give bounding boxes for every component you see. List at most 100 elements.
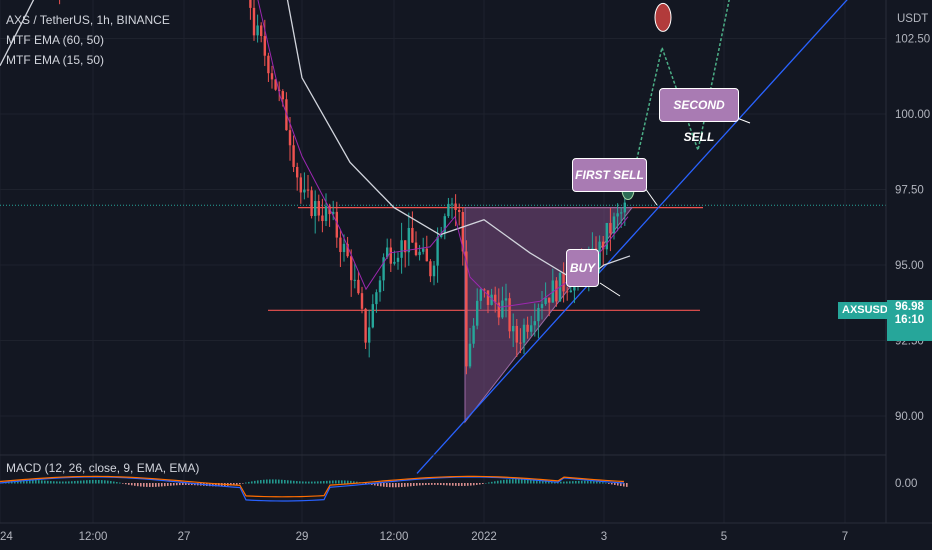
candle-body xyxy=(479,289,482,301)
macd-histogram-bar xyxy=(218,483,220,487)
macd-histogram-bar xyxy=(113,481,115,484)
macd-histogram-bar xyxy=(83,480,85,484)
y-tick-label: 90.00 xyxy=(895,411,924,423)
macd-line xyxy=(0,476,625,502)
projection-line xyxy=(627,0,730,199)
macd-histogram-bar xyxy=(449,483,451,486)
macd-histogram-bar xyxy=(464,483,466,486)
macd-histogram-bar xyxy=(524,479,526,484)
macd-histogram-bar xyxy=(77,480,79,484)
macd-histogram-bar xyxy=(266,479,268,484)
macd-histogram-bar xyxy=(443,483,445,486)
trendline-segment xyxy=(416,0,848,474)
macd-histogram-bar xyxy=(545,481,547,484)
macd-histogram-bar xyxy=(56,481,58,484)
candle-body xyxy=(299,177,302,193)
macd-histogram-bar xyxy=(389,483,391,488)
macd-histogram-bar xyxy=(452,483,454,486)
candle-body xyxy=(422,248,425,252)
macd-histogram-bar xyxy=(125,483,127,485)
candle-body xyxy=(522,324,526,343)
macd-histogram-bar xyxy=(617,483,619,486)
macd-histogram-bar xyxy=(566,481,568,484)
macd-histogram-bar xyxy=(17,480,19,484)
macd-histogram-bar xyxy=(212,483,214,487)
macd-histogram-bar xyxy=(140,483,142,487)
candle-body xyxy=(288,130,292,146)
x-tick-label: 5 xyxy=(721,531,727,543)
candle-body xyxy=(429,261,432,277)
candle-body xyxy=(274,79,277,90)
candle-body xyxy=(598,241,601,266)
macd-histogram-bar xyxy=(155,483,157,487)
candle-body xyxy=(281,91,284,100)
macd-histogram-bar xyxy=(110,481,112,484)
candle-body xyxy=(461,212,464,252)
candle-body xyxy=(314,201,317,217)
macd-histogram-bar xyxy=(614,483,616,485)
indicator-ema-15[interactable]: MTF EMA (15, 50) xyxy=(6,53,105,67)
time-axis[interactable]: 24 12:00 27 29 12:00 2022 3 5 7 xyxy=(0,522,932,543)
macd-histogram-bar xyxy=(242,483,244,484)
macd-legend[interactable]: MACD (12, 26, close, 9, EMA, EMA) xyxy=(6,461,200,475)
macd-histogram-bar xyxy=(365,483,367,484)
macd-histogram-bar xyxy=(290,480,292,484)
macd-histogram-bar xyxy=(158,483,160,487)
macd-histogram-bar xyxy=(476,483,478,485)
y-tick-label: 97.50 xyxy=(895,185,924,197)
candle-body xyxy=(407,227,410,253)
symbol-price-label: AXSUSDT xyxy=(838,302,899,319)
candle-body xyxy=(562,272,565,292)
macd-histogram-bar xyxy=(398,483,400,488)
macd-histogram-bar xyxy=(620,483,622,487)
price-axis[interactable]: 115.00112.50110.00107.50105.00102.50100.… xyxy=(885,0,930,523)
ema-15-line xyxy=(257,0,629,308)
macd-histogram-bar xyxy=(533,480,535,484)
candle-body xyxy=(526,324,529,332)
macd-histogram-bar xyxy=(146,483,148,487)
macd-histogram-bar xyxy=(527,479,529,484)
macd-histogram-bar xyxy=(410,483,412,487)
candle-body xyxy=(411,227,414,243)
macd-histogram-bar xyxy=(551,481,553,484)
candle-body xyxy=(382,257,385,281)
candle-body xyxy=(260,25,263,37)
macd-histogram-bar xyxy=(473,483,475,486)
ema-60-line xyxy=(0,0,631,284)
macd-histogram-bar xyxy=(287,480,289,484)
macd-histogram-bar xyxy=(341,480,343,484)
macd-histogram-bar xyxy=(122,483,124,484)
macd-histogram-bar xyxy=(332,480,334,484)
macd-histogram-bar xyxy=(500,480,502,484)
macd-histogram-bar xyxy=(560,481,562,484)
macd-histogram-bar xyxy=(248,481,250,484)
horizontal-levels xyxy=(0,204,886,311)
symbol-title[interactable]: AXS / TetherUS, 1h, BINANCE xyxy=(6,13,170,27)
macd-histogram-bar xyxy=(572,481,574,484)
macd-histogram-bar xyxy=(497,480,499,484)
macd-histogram-bar xyxy=(491,481,493,484)
macd-histogram-bar xyxy=(92,479,94,484)
rising-trendline[interactable] xyxy=(416,0,886,474)
candle-body xyxy=(616,213,619,217)
macd-histogram-bar xyxy=(134,483,136,486)
candle-body xyxy=(368,327,371,343)
macd-histogram-bar xyxy=(179,483,181,486)
macd-histogram-bar xyxy=(521,479,523,484)
macd-histogram-bar xyxy=(182,483,184,486)
candle-body xyxy=(321,215,324,222)
macd-signal-line xyxy=(0,475,625,498)
macd-histogram-bar xyxy=(578,480,580,484)
second-sell-callout[interactable]: SECOND SELL xyxy=(659,88,739,144)
first-sell-callout[interactable]: FIRST SELL xyxy=(572,158,647,192)
candle-body xyxy=(350,256,353,281)
macd-histogram-bar xyxy=(41,480,43,484)
macd-histogram-bar xyxy=(98,479,100,484)
buy-callout[interactable]: BUY xyxy=(566,249,599,287)
indicator-ema-60[interactable]: MTF EMA (60, 50) xyxy=(6,33,105,47)
macd-histogram-bar xyxy=(44,480,46,484)
macd-histogram-bar xyxy=(281,479,283,484)
macd-histogram-bar xyxy=(437,483,439,485)
macd-histogram-bar xyxy=(446,483,448,486)
